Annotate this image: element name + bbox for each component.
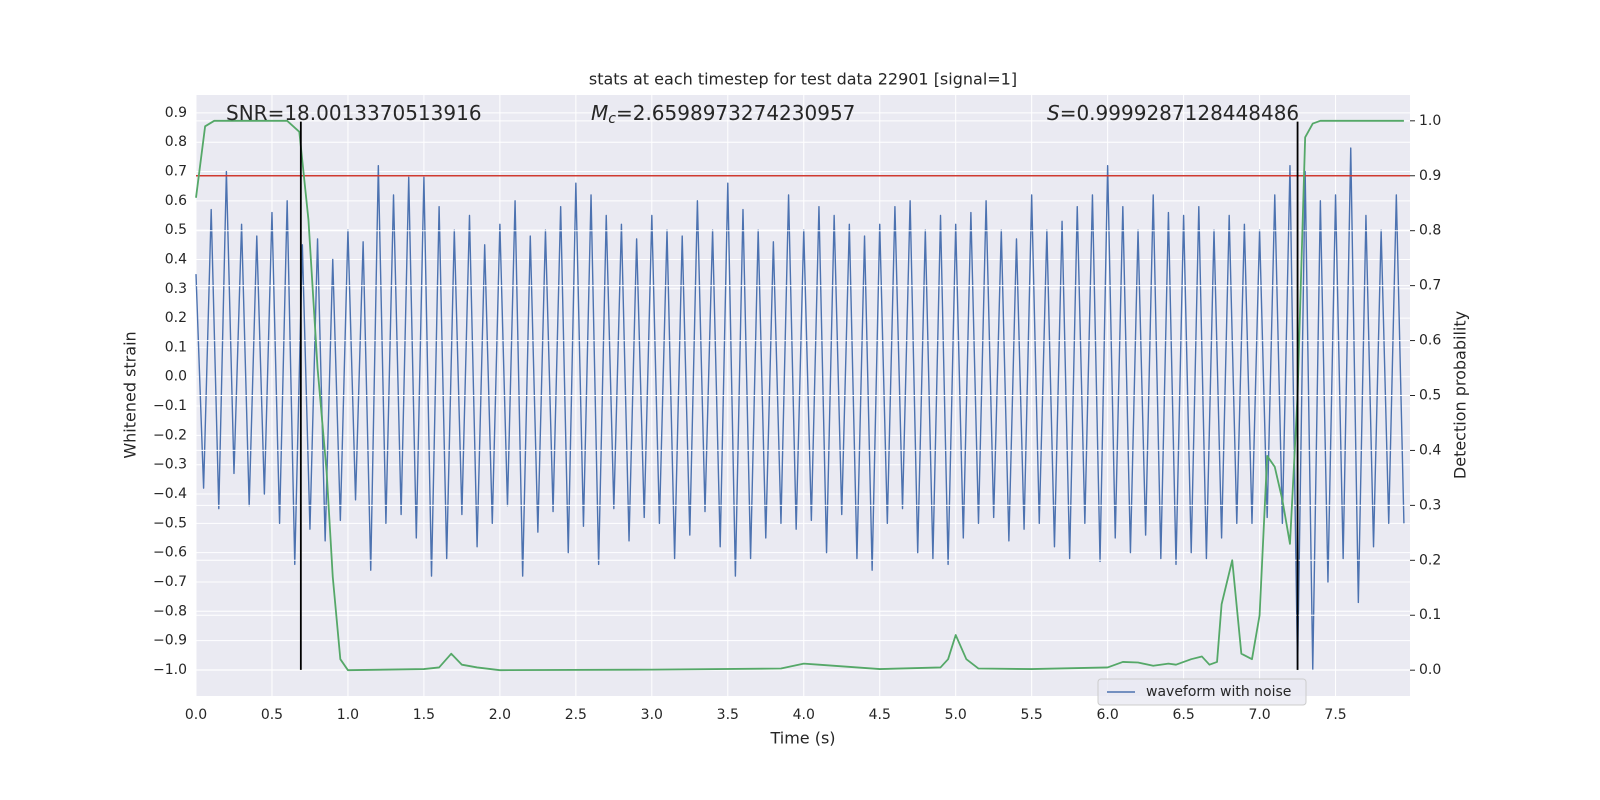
annotation: SNR=18.0013370513916 xyxy=(226,101,482,125)
y-tick-label: 0.5 xyxy=(165,222,187,238)
y2-tick-label: 0.5 xyxy=(1419,388,1441,404)
legend-label: waveform with noise xyxy=(1146,684,1291,700)
y-tick-label: −0.6 xyxy=(153,545,187,561)
y2-tick-label: 0.2 xyxy=(1419,552,1441,568)
annotation-value: =2.6598973274230957 xyxy=(616,101,855,125)
x-tick-label: 2.0 xyxy=(489,707,511,723)
annotation: Mc=2.6598973274230957 xyxy=(591,101,855,128)
x-tick-label: 7.5 xyxy=(1324,707,1346,723)
y-tick-label: 0.7 xyxy=(165,164,187,180)
probability-line xyxy=(195,119,1404,672)
y-tick-label: 0.4 xyxy=(165,251,187,267)
y2-tick-label: 0.4 xyxy=(1419,442,1441,458)
annotation-value: =18.0013370513916 xyxy=(268,101,482,125)
x-tick-label: 6.5 xyxy=(1172,707,1194,723)
x-tick-label: 0.0 xyxy=(185,707,207,723)
y-tick-label: −0.1 xyxy=(153,398,187,414)
x-axis-label: Time (s) xyxy=(769,729,835,748)
y-tick-label: −0.3 xyxy=(153,457,187,473)
x-tick-label: 4.5 xyxy=(869,707,891,723)
chart-title: stats at each timestep for test data 229… xyxy=(589,70,1017,89)
y2-tick-label: 0.7 xyxy=(1419,278,1441,294)
y-tick-label: 0.3 xyxy=(165,281,187,297)
y-tick-label: 0.1 xyxy=(165,339,187,355)
y-axis-label: Whitened strain xyxy=(121,331,140,458)
y2-tick-label: 0.8 xyxy=(1419,223,1441,239)
y2-tick-label: 0.3 xyxy=(1419,497,1441,513)
x-tick-label: 4.0 xyxy=(793,707,815,723)
y-tick-label: −0.8 xyxy=(153,603,187,619)
y2-axis-label: Detection probability xyxy=(1451,311,1470,479)
legend-box xyxy=(1097,678,1307,706)
x-tick-label: 0.5 xyxy=(261,707,283,723)
y2-tick-label: 0.9 xyxy=(1419,168,1441,184)
x-tick-label: 1.0 xyxy=(337,707,359,723)
x-tick-label: 5.0 xyxy=(945,707,967,723)
y-tick-label: 0.8 xyxy=(165,134,187,150)
x-tick-label: 7.0 xyxy=(1248,707,1270,723)
y2-tick-label: 0.1 xyxy=(1419,607,1441,623)
y-tick-label: −0.4 xyxy=(153,486,187,502)
x-tick-label: 6.0 xyxy=(1097,707,1119,723)
y-tick-label: −0.5 xyxy=(153,515,187,531)
x-tick-label: 1.5 xyxy=(413,707,435,723)
x-tick-label: 5.5 xyxy=(1021,707,1043,723)
waveform-line xyxy=(195,147,1405,671)
y-tick-label: −0.9 xyxy=(153,633,187,649)
y2-tick-label: 0.0 xyxy=(1419,662,1441,678)
y-tick-label: 0.2 xyxy=(165,310,187,326)
annotation-symbol: S xyxy=(1047,101,1060,125)
y-tick-label: 0.0 xyxy=(165,369,187,385)
y-tick-label: 0.6 xyxy=(165,193,187,209)
x-tick-label: 3.5 xyxy=(717,707,739,723)
y-tick-label: −0.2 xyxy=(153,427,187,443)
y2-tick-label: 1.0 xyxy=(1419,113,1441,129)
annotation-symbol: M xyxy=(591,101,608,125)
annotation: S=0.9999287128448486 xyxy=(1047,101,1299,125)
y-tick-label: −0.7 xyxy=(153,574,187,590)
x-tick-label: 2.5 xyxy=(565,707,587,723)
annotation-value: =0.9999287128448486 xyxy=(1060,101,1299,125)
y2-tick-label: 0.6 xyxy=(1419,333,1441,349)
y-tick-label: −1.0 xyxy=(153,662,187,678)
annotation-symbol: SNR xyxy=(226,101,268,125)
x-tick-label: 3.0 xyxy=(641,707,663,723)
annotation-subscript: c xyxy=(608,111,616,127)
y-tick-label: 0.9 xyxy=(165,105,187,121)
